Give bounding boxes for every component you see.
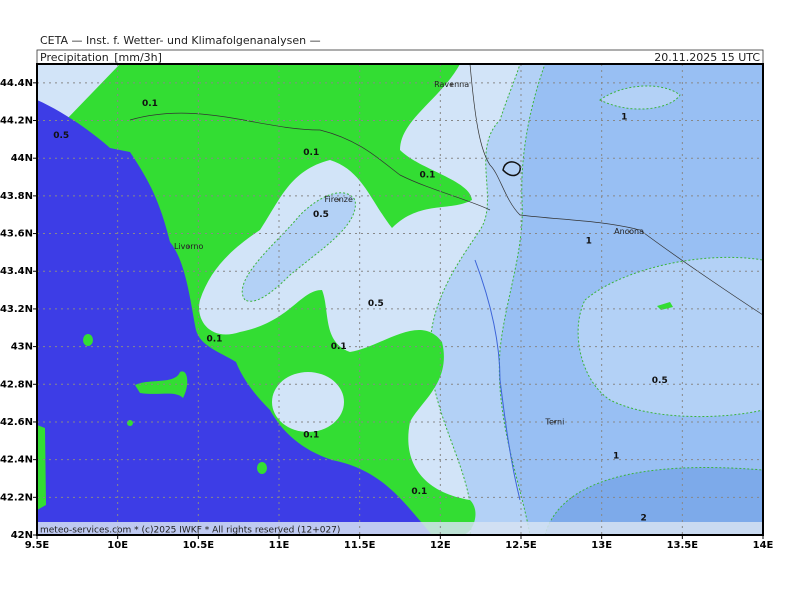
datetime-label: 20.11.2025 15 UTC (654, 51, 760, 64)
precip-mid (577, 256, 763, 418)
coastline (469, 64, 763, 316)
x-tick-label: 12.5E (505, 540, 537, 551)
city-marker (553, 420, 557, 424)
city-label: Firenze (324, 195, 353, 204)
sea (37, 100, 432, 535)
x-tick-label: 13E (591, 540, 612, 551)
contour-label: 1 (613, 451, 619, 461)
x-tick-label: 14E (753, 540, 774, 551)
y-tick-label: 43.4N (0, 266, 33, 277)
y-tick-label: 44.4N (0, 78, 33, 89)
y-tick-label: 42N (11, 530, 33, 541)
contour-label: 0.1 (331, 342, 347, 352)
contour-label: 0.1 (411, 487, 427, 497)
plot-frame (36, 63, 764, 536)
x-tick-label: 11E (269, 540, 290, 551)
institute-header: CETA — Inst. f. Wetter- und Klimafolgena… (40, 34, 321, 47)
x-tick-label: 11.5E (344, 540, 376, 551)
precip-mid (599, 85, 681, 110)
island (37, 425, 46, 510)
city-label: Livorno (174, 242, 204, 251)
precip-low (272, 372, 344, 432)
y-tick-label: 43.8N (0, 191, 33, 202)
precip-none (657, 302, 673, 310)
contour-label: 0.1 (303, 148, 319, 158)
y-tick-label: 43N (11, 342, 33, 353)
footer-strip (37, 522, 763, 535)
contour-label: 0.1 (206, 335, 222, 345)
y-tick-label: 44N (11, 153, 33, 164)
contour-label: 0.5 (368, 299, 384, 309)
city-marker (337, 198, 340, 201)
city-label: Ancona (614, 227, 644, 236)
grid: 9.5E 10E 10.5E 11E 11.5E 12E 12.5E 13E 13.5E 14E 4… (0, 64, 774, 551)
city-label: Ravenna (434, 80, 469, 89)
y-tick-label: 42.8N (0, 379, 33, 390)
contour-label: 0.5 (313, 210, 329, 220)
y-tick-label: 42.4N (0, 455, 33, 466)
city-label: Terni (544, 417, 564, 426)
x-tick-label: 10E (107, 540, 128, 551)
precip-mid (241, 192, 356, 302)
variable-label: Precipitation_[mm/3h] (40, 51, 162, 64)
island (127, 420, 133, 426)
map-labels: Ravenna Firenze Livorno Ancona Terni 0.1 0.5 0.… (53, 80, 667, 523)
region-outline (502, 161, 521, 177)
copyright-footer: meteo-services.com * (c)2025 IWKF * All … (40, 526, 340, 536)
city-marker (627, 230, 631, 233)
y-tick-label: 43.2N (0, 304, 33, 315)
contour-label: 0.1 (303, 431, 319, 441)
contour-label: 2 (640, 514, 646, 524)
map-layers (37, 64, 763, 535)
island (257, 462, 267, 474)
y-tick-label: 42.6N (0, 417, 33, 428)
x-tick-label: 12E (430, 540, 451, 551)
river (474, 259, 521, 501)
island (135, 371, 188, 398)
city-marker (450, 83, 453, 86)
contour-label: 0.5 (53, 131, 69, 141)
y-tick-label: 42.2N (0, 492, 33, 503)
precip-max (544, 467, 763, 535)
contour-label: 0.5 (652, 376, 668, 386)
y-tick-label: 44.2N (0, 116, 33, 127)
city-marker (187, 245, 190, 248)
contour-label: 0.1 (142, 99, 158, 109)
x-tick-label: 9.5E (25, 540, 50, 551)
x-tick-label: 13.5E (667, 540, 699, 551)
contour-label: 1 (621, 112, 627, 122)
x-tick-label: 10.5E (183, 540, 215, 551)
island (83, 334, 93, 346)
contour-label: 0.1 (419, 171, 435, 181)
contour-label: 1 (586, 237, 592, 247)
y-tick-label: 43.6N (0, 229, 33, 240)
